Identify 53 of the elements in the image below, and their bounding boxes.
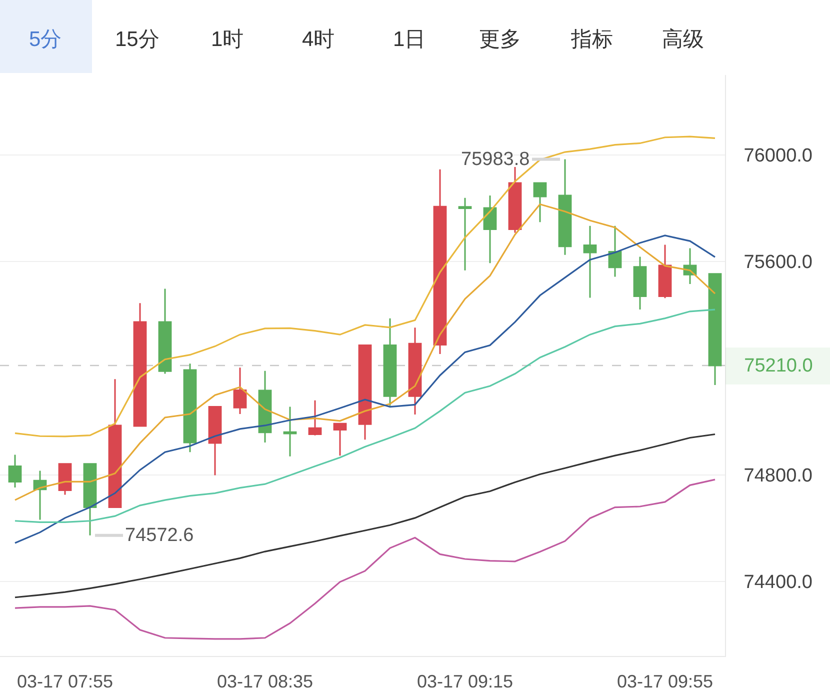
- candlestick: [133, 302, 147, 427]
- candlestick: [483, 194, 497, 264]
- text: 更多: [479, 28, 521, 51]
- line-series: [14, 203, 716, 501]
- x-tick-label: 03-17 07:55: [16, 672, 114, 692]
- text: 5分: [29, 28, 62, 51]
- line-series: [14, 234, 716, 544]
- y-tick-label: 74800.0: [744, 465, 812, 486]
- candlestick: [83, 463, 97, 536]
- candlestick: [383, 318, 397, 406]
- x-tick-label: 03-17 08:35: [216, 672, 314, 692]
- line-series: [14, 478, 716, 640]
- candlestick: [308, 400, 322, 436]
- candlestick: [183, 362, 197, 453]
- candlestick: [333, 422, 347, 456]
- candlestick: [258, 370, 272, 444]
- text: 指标: [570, 28, 613, 51]
- line-series: [14, 433, 716, 598]
- candlestick: [608, 225, 622, 278]
- y-tick-label: 76000.0: [744, 146, 812, 167]
- annotation: 74572.6: [125, 525, 194, 546]
- candlestick: [583, 225, 597, 299]
- candlestick: [233, 366, 247, 415]
- text: 15分: [115, 28, 160, 51]
- x-tick-label: 03-17 09:55: [616, 672, 714, 692]
- candlestick: [358, 344, 372, 440]
- candlestick: [8, 454, 22, 488]
- candlestick: [283, 406, 297, 458]
- candlestick: [433, 168, 447, 355]
- candlestick: [558, 158, 572, 256]
- candlestick: [508, 166, 522, 234]
- y-tick-label: 75600.0: [744, 252, 812, 274]
- line-series: [14, 136, 716, 438]
- candlestick: [533, 182, 547, 223]
- candlestick: [658, 244, 672, 299]
- text: 1日: [393, 28, 426, 51]
- candlestick: [33, 470, 47, 521]
- candlestick: [408, 326, 422, 416]
- annotation: 75983.8: [461, 149, 530, 170]
- candlestick: [458, 197, 472, 272]
- candlestick: [708, 273, 722, 386]
- text: 高级: [662, 28, 704, 51]
- candlestick: [108, 378, 122, 508]
- text: 1时: [211, 28, 244, 51]
- candlestick: [208, 406, 222, 476]
- x-tick-label: 03-17 09:15: [416, 672, 514, 692]
- ref-line-label: 75210.0: [744, 356, 813, 376]
- line-series: [14, 308, 716, 524]
- candlestick: [58, 463, 72, 496]
- text: 4时: [302, 28, 335, 51]
- candlestick: [158, 288, 172, 375]
- y-tick-label: 74400.0: [744, 572, 812, 594]
- candlestick: [633, 256, 647, 310]
